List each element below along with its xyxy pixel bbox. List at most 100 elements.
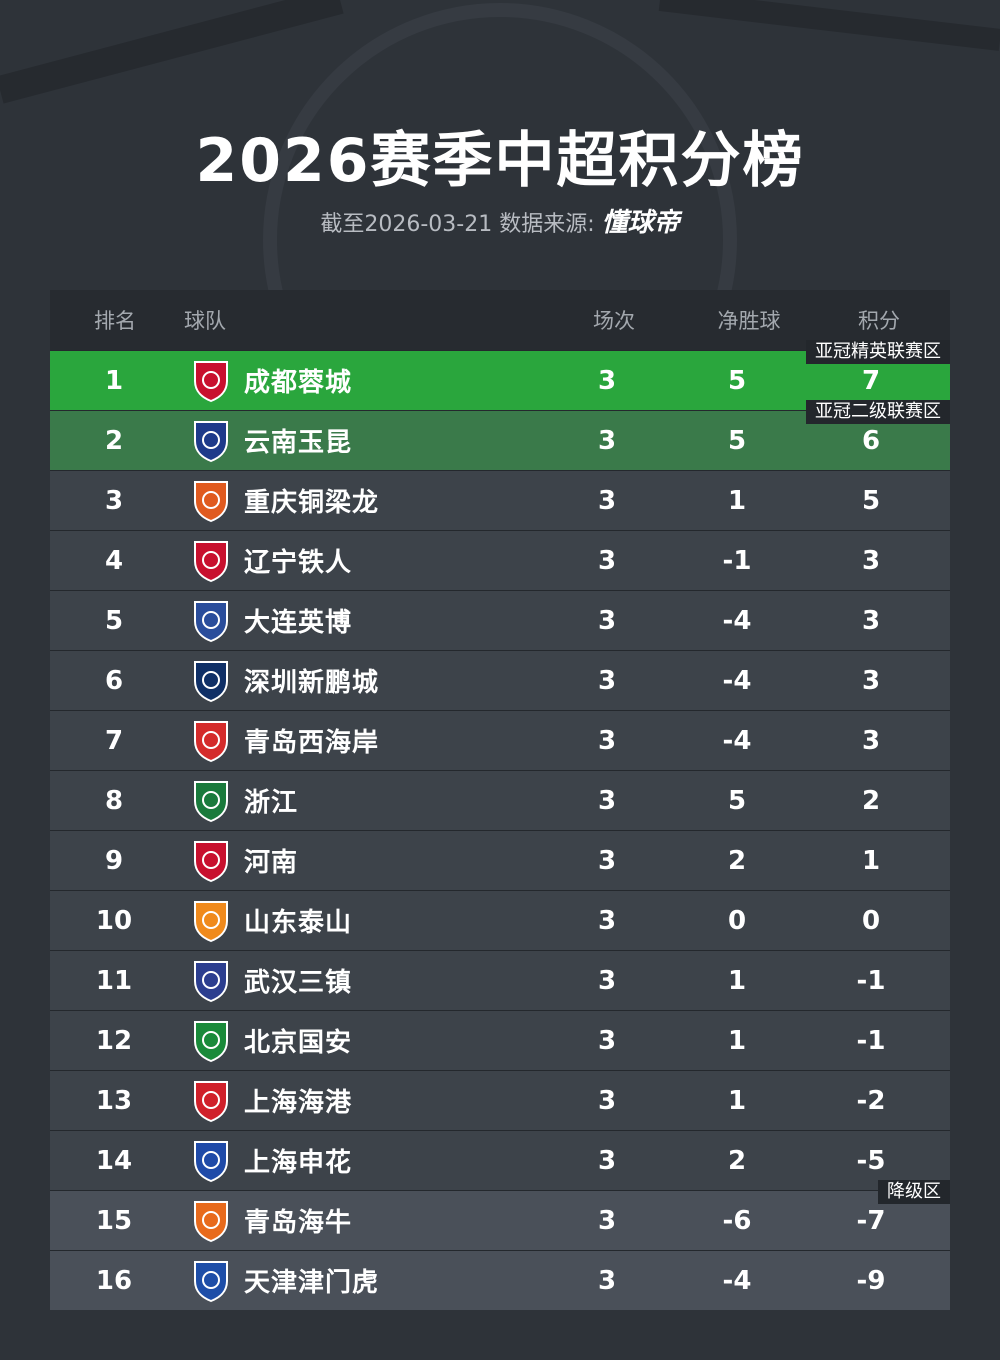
team-logo-cell (178, 779, 244, 823)
table-row[interactable]: 4 辽宁铁人 3 -1 3 (50, 530, 950, 590)
rank-cell: 12 (95, 1025, 133, 1056)
goal-diff-cell: 1 (727, 1025, 747, 1056)
table-row[interactable]: 6 深圳新鹏城 3 -4 3 (50, 650, 950, 710)
table-row[interactable]: 13 上海海港 3 1 -2 (50, 1070, 950, 1130)
shanghai-shenhua-crest-icon (194, 1140, 228, 1182)
rank-cell: 2 (104, 425, 124, 456)
brand-name: 懂球帝 (601, 208, 680, 238)
column-header-rank: 排名 (94, 309, 136, 333)
table-row[interactable]: 12 北京国安 3 1 -1 (50, 1010, 950, 1070)
team-logo-cell (178, 1079, 244, 1123)
team-logo-cell (178, 479, 244, 523)
table-row[interactable]: 2 云南玉昆 3 5 6 亚冠二级联赛区 (50, 400, 950, 470)
table-row[interactable]: 1 成都蓉城 3 5 7 亚冠精英联赛区 (50, 340, 950, 410)
rank-cell: 5 (104, 605, 124, 636)
points-cell: 3 (861, 605, 881, 636)
zhejiang-crest-icon (194, 780, 228, 822)
rank-cell: 6 (104, 665, 124, 696)
rank-cell: 15 (95, 1205, 133, 1236)
wuhan-sanzhen-crest-icon (194, 960, 228, 1002)
qingdao-hainiu-crest-icon (194, 1200, 228, 1242)
team-name: 北京国安 (244, 1028, 353, 1058)
played-cell: 3 (597, 485, 617, 516)
points-cell: 3 (861, 665, 881, 696)
rank-cell: 13 (95, 1085, 133, 1116)
played-cell: 3 (597, 365, 617, 396)
rank-cell: 10 (95, 905, 133, 936)
shandong-taishan-crest-icon (194, 900, 228, 942)
page-subtitle: 截至2026-03-21 数据来源: 懂球帝 (0, 202, 1000, 239)
played-cell: 3 (597, 1145, 617, 1176)
team-logo-cell (178, 1019, 244, 1063)
shenzhen-xinpengcheng-crest-icon (194, 660, 228, 702)
team-name: 山东泰山 (244, 908, 353, 938)
column-header-played: 场次 (593, 309, 635, 333)
played-cell: 3 (597, 545, 617, 576)
points-cell: 3 (861, 545, 881, 576)
points-cell: 2 (861, 785, 881, 816)
goal-diff-cell: 1 (727, 485, 747, 516)
liaoning-tieren-crest-icon (194, 540, 228, 582)
page-title: 2026赛季中超积分榜 (195, 126, 805, 196)
rank-cell: 4 (104, 545, 124, 576)
team-logo-cell (178, 1259, 244, 1303)
played-cell: 3 (597, 965, 617, 996)
column-header-team: 球队 (184, 309, 226, 333)
goal-diff-cell: 2 (727, 845, 747, 876)
points-cell: -9 (856, 1265, 886, 1296)
subtitle-date-source: 截至2026-03-21 数据来源: (320, 212, 595, 237)
table-row[interactable]: 16 天津津门虎 3 -4 -9 (50, 1250, 950, 1310)
column-header-goal-diff: 净胜球 (717, 309, 781, 333)
table-row[interactable]: 10 山东泰山 3 0 0 (50, 890, 950, 950)
team-name: 成都蓉城 (244, 368, 353, 398)
team-name: 河南 (244, 848, 299, 878)
tianjin-jinmenhu-crest-icon (194, 1260, 228, 1302)
rank-cell: 3 (104, 485, 124, 516)
rank-cell: 1 (104, 365, 124, 396)
standings-table: 排名 球队 场次 净胜球 积分 1 成都蓉城 3 5 7 亚冠精英联赛区 2 云南玉昆 3 5 6 亚… (50, 290, 950, 1310)
goal-diff-cell: 1 (727, 1085, 747, 1116)
team-name: 青岛海牛 (244, 1208, 353, 1238)
points-cell: -5 (856, 1145, 886, 1176)
qingdao-xihaian-crest-icon (194, 720, 228, 762)
team-name: 深圳新鹏城 (244, 668, 380, 698)
played-cell: 3 (597, 665, 617, 696)
team-name: 武汉三镇 (244, 968, 353, 998)
played-cell: 3 (597, 1085, 617, 1116)
rank-cell: 11 (95, 965, 133, 996)
chongqing-tongliang-long-crest-icon (194, 480, 228, 522)
table-row[interactable]: 15 青岛海牛 3 -6 -7 降级区 (50, 1180, 950, 1250)
team-logo-cell (178, 1199, 244, 1243)
table-header: 排名 球队 场次 净胜球 积分 (50, 290, 950, 350)
goal-diff-cell: -4 (722, 605, 752, 636)
played-cell: 3 (597, 905, 617, 936)
goal-diff-cell: -4 (722, 665, 752, 696)
team-logo-cell (178, 839, 244, 883)
team-logo-cell (178, 539, 244, 583)
team-logo-cell (178, 359, 244, 403)
table-row[interactable]: 7 青岛西海岸 3 -4 3 (50, 710, 950, 770)
team-logo-cell (178, 659, 244, 703)
table-row[interactable]: 11 武汉三镇 3 1 -1 (50, 950, 950, 1010)
beijing-guoan-crest-icon (194, 1020, 228, 1062)
rank-cell: 16 (95, 1265, 133, 1296)
team-name: 上海申花 (244, 1148, 353, 1178)
points-cell: 5 (861, 485, 881, 516)
table-row[interactable]: 14 上海申花 3 2 -5 (50, 1130, 950, 1190)
rank-cell: 9 (104, 845, 124, 876)
points-cell: 0 (861, 905, 881, 936)
played-cell: 3 (597, 1205, 617, 1236)
goal-diff-cell: -4 (722, 725, 752, 756)
zone-label-acl-two: 亚冠二级联赛区 (806, 400, 950, 424)
table-row[interactable]: 5 大连英博 3 -4 3 (50, 590, 950, 650)
table-row[interactable]: 9 河南 3 2 1 (50, 830, 950, 890)
henan-crest-icon (194, 840, 228, 882)
rank-cell: 7 (104, 725, 124, 756)
table-row[interactable]: 8 浙江 3 5 2 (50, 770, 950, 830)
dalian-yingbo-crest-icon (194, 600, 228, 642)
yunnan-yukun-crest-icon (194, 420, 228, 462)
table-row[interactable]: 3 重庆铜梁龙 3 1 5 (50, 470, 950, 530)
played-cell: 3 (597, 1265, 617, 1296)
goal-diff-cell: 0 (727, 905, 747, 936)
team-name: 重庆铜梁龙 (244, 488, 380, 518)
